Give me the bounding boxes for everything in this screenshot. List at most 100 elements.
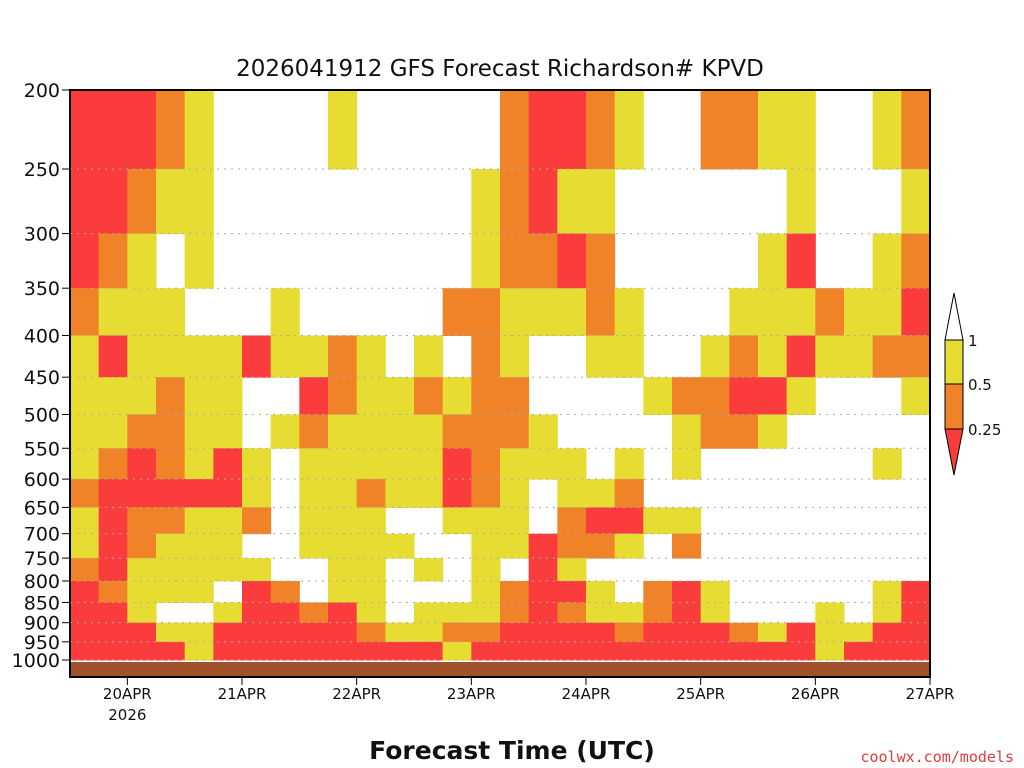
x-axis-label: Forecast Time (UTC) [369, 736, 655, 765]
heatmap-cell [414, 377, 444, 416]
heatmap-cell [184, 169, 214, 235]
heatmap-cell [614, 448, 644, 480]
heatmap-cell [70, 377, 100, 416]
heatmap-cell [242, 622, 272, 643]
heatmap-cell [127, 622, 157, 643]
heatmap-cell [385, 533, 415, 559]
y-tick-label: 450 [24, 367, 60, 389]
heatmap-cell [70, 335, 100, 378]
heatmap-cell [213, 414, 243, 449]
heatmap-cell [242, 558, 272, 582]
heatmap-cell [156, 90, 186, 170]
heatmap-cell [98, 335, 128, 378]
heatmap-cell [758, 233, 788, 289]
heatmap-cell [700, 622, 730, 643]
heatmap-cell [500, 580, 530, 603]
heatmap-cell [385, 622, 415, 643]
heatmap-cell [500, 169, 530, 235]
heatmap-cell [672, 448, 702, 480]
heatmap-cell [213, 533, 243, 559]
heatmap-cell [500, 479, 530, 508]
heatmap-cell [643, 602, 673, 624]
heatmap-cell [98, 377, 128, 416]
heatmap-cell [385, 641, 415, 661]
heatmap-cell [643, 622, 673, 643]
heatmap-cell [356, 479, 386, 508]
heatmap-cell [328, 533, 358, 559]
heatmap-cell [500, 90, 530, 170]
chart-title: 2026041912 GFS Forecast Richardson# KPVD [236, 56, 764, 82]
heatmap-cell [184, 533, 214, 559]
heatmap-cell [901, 233, 931, 289]
heatmap-cell [614, 335, 644, 378]
heatmap-cell [786, 622, 816, 643]
heatmap-cell [528, 641, 558, 661]
x-tick-label: 23APR [447, 685, 496, 703]
heatmap-cell [844, 335, 874, 378]
y-tick-label: 550 [24, 438, 60, 460]
heatmap-cell [471, 448, 501, 480]
heatmap-cell [557, 169, 587, 235]
heatmap-cell [442, 448, 472, 480]
legend-bin-0.5-1 [944, 339, 964, 385]
heatmap-cell [729, 414, 759, 449]
legend-bin-below-0.25 [944, 428, 964, 476]
heatmap-cell [156, 169, 186, 235]
y-tick-label: 900 [24, 613, 60, 635]
heatmap-cell [70, 558, 100, 582]
heatmap-cell [758, 288, 788, 336]
y-tick-label: 1000 [12, 650, 60, 672]
credit-text: coolwx.com/models [860, 748, 1014, 766]
heatmap-cell [528, 602, 558, 624]
y-tick-label: 800 [24, 571, 60, 593]
heatmap-cell [586, 507, 616, 535]
heatmap-cell [328, 602, 358, 624]
heatmap-cell [356, 414, 386, 449]
heatmap-cell [242, 507, 272, 535]
heatmap-cell [184, 448, 214, 480]
heatmap-cell [901, 641, 931, 661]
heatmap-cell [557, 90, 587, 170]
heatmap-cell [127, 580, 157, 603]
heatmap-cell [901, 90, 931, 170]
heatmap-cell [672, 580, 702, 603]
heatmap-cell [528, 169, 558, 235]
heatmap-cell [758, 377, 788, 416]
heatmap-cell [815, 602, 845, 624]
y-tick-label: 250 [24, 159, 60, 181]
heatmap-cell [586, 479, 616, 508]
x-tick-label: 21APR [218, 685, 267, 703]
heatmap-cell [528, 90, 558, 170]
heatmap-cell [500, 377, 530, 416]
heatmap-cell [528, 622, 558, 643]
heatmap-cell [356, 641, 386, 661]
heatmap-cell [700, 641, 730, 661]
heatmap-cell [156, 558, 186, 582]
heatmap-cell [299, 507, 329, 535]
heatmap-cell [356, 622, 386, 643]
heatmap-cell [643, 507, 673, 535]
heatmap-cell [844, 622, 874, 643]
x-tick-label: 24APR [562, 685, 611, 703]
heatmap-cell [156, 580, 186, 603]
heatmap-cell [586, 90, 616, 170]
heatmap-cell [872, 448, 902, 480]
heatmap-cell [98, 414, 128, 449]
heatmap-cell [127, 479, 157, 508]
heatmap-cell [213, 448, 243, 480]
heatmap-cell [643, 580, 673, 603]
plot-frame [69, 89, 931, 678]
heatmap-cell [328, 507, 358, 535]
heatmap-cell [844, 288, 874, 336]
heatmap-cell [299, 479, 329, 508]
heatmap-cell [786, 169, 816, 235]
heatmap-cell [98, 622, 128, 643]
heatmap-cell [557, 288, 587, 336]
heatmap-cell [442, 479, 472, 508]
heatmap-cell [70, 90, 100, 170]
y-tick-label: 600 [24, 469, 60, 491]
heatmap-cell [729, 641, 759, 661]
heatmap-cell [299, 448, 329, 480]
heatmap-cell [672, 641, 702, 661]
heatmap-cell [872, 622, 902, 643]
